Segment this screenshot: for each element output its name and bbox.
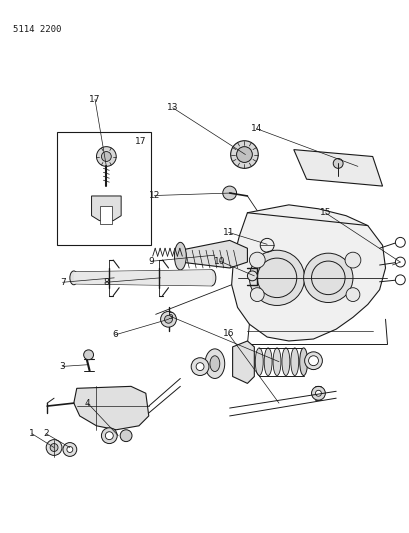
Text: 10: 10 xyxy=(213,257,225,266)
Text: 13: 13 xyxy=(166,103,178,112)
Text: 3: 3 xyxy=(60,362,65,371)
Circle shape xyxy=(230,141,258,168)
Ellipse shape xyxy=(299,348,307,376)
Circle shape xyxy=(236,147,252,163)
Text: 16: 16 xyxy=(222,329,234,338)
Circle shape xyxy=(315,390,321,396)
Text: 2: 2 xyxy=(43,429,49,438)
Circle shape xyxy=(101,151,111,161)
Polygon shape xyxy=(91,196,121,221)
Ellipse shape xyxy=(209,356,219,372)
Text: 5: 5 xyxy=(167,312,173,321)
Text: 8: 8 xyxy=(103,278,108,287)
Text: 15: 15 xyxy=(319,208,330,217)
Circle shape xyxy=(394,237,404,247)
Text: 5114 2200: 5114 2200 xyxy=(13,25,61,34)
Ellipse shape xyxy=(174,243,186,270)
Circle shape xyxy=(394,257,404,267)
Circle shape xyxy=(50,443,58,451)
Text: 11: 11 xyxy=(222,228,234,237)
Circle shape xyxy=(63,442,76,456)
Circle shape xyxy=(247,271,257,281)
Circle shape xyxy=(196,362,204,370)
Ellipse shape xyxy=(255,348,263,376)
Circle shape xyxy=(160,311,176,327)
Text: 4: 4 xyxy=(85,399,90,408)
Polygon shape xyxy=(231,205,384,341)
Circle shape xyxy=(96,147,116,166)
Polygon shape xyxy=(180,240,247,268)
Polygon shape xyxy=(74,270,211,286)
Circle shape xyxy=(120,430,132,442)
Circle shape xyxy=(333,158,342,168)
Text: 12: 12 xyxy=(148,191,160,200)
Text: 7: 7 xyxy=(60,278,65,287)
Circle shape xyxy=(164,316,172,323)
Polygon shape xyxy=(74,386,148,430)
Ellipse shape xyxy=(290,348,298,376)
Text: 1: 1 xyxy=(29,429,35,438)
Circle shape xyxy=(311,386,325,400)
Circle shape xyxy=(345,288,359,302)
Circle shape xyxy=(67,447,73,453)
Circle shape xyxy=(344,252,360,268)
Ellipse shape xyxy=(204,349,224,378)
Circle shape xyxy=(222,186,236,200)
Bar xyxy=(57,132,151,245)
Circle shape xyxy=(394,275,404,285)
Circle shape xyxy=(249,250,304,305)
Text: 9: 9 xyxy=(148,257,154,266)
Polygon shape xyxy=(232,341,254,383)
Circle shape xyxy=(101,428,117,443)
Polygon shape xyxy=(293,150,382,186)
Circle shape xyxy=(250,288,263,302)
Circle shape xyxy=(46,440,62,455)
Circle shape xyxy=(249,252,265,268)
Text: 17: 17 xyxy=(135,137,146,146)
Text: 6: 6 xyxy=(112,330,118,340)
Ellipse shape xyxy=(281,348,289,376)
Text: 14: 14 xyxy=(250,124,262,133)
Text: 17: 17 xyxy=(89,95,101,104)
Ellipse shape xyxy=(263,348,272,376)
Circle shape xyxy=(191,358,209,376)
Circle shape xyxy=(308,356,318,366)
Ellipse shape xyxy=(207,270,215,286)
Circle shape xyxy=(303,253,352,303)
Ellipse shape xyxy=(70,271,78,285)
Bar xyxy=(100,206,112,223)
Ellipse shape xyxy=(272,348,280,376)
Circle shape xyxy=(83,350,93,360)
Circle shape xyxy=(304,352,321,369)
Circle shape xyxy=(105,432,113,440)
